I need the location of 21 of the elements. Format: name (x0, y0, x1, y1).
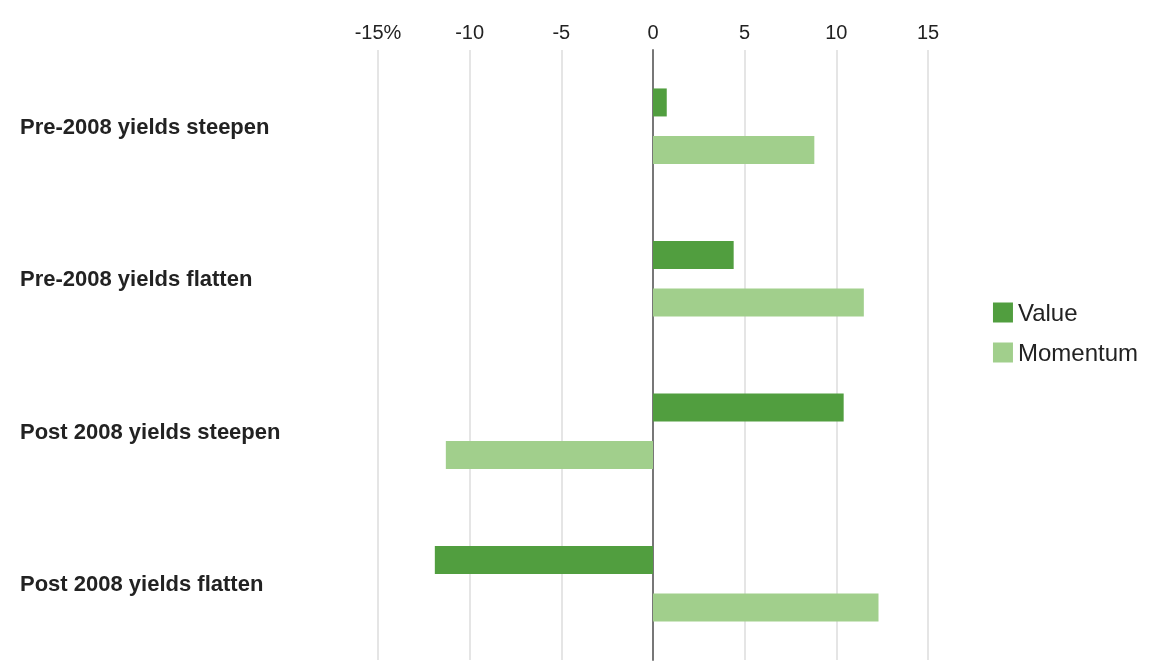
y-tick-label: Post 2008 yields flatten (20, 571, 264, 597)
legend-label: Value (1017, 299, 1078, 326)
legend-label: Momentum (1017, 339, 1139, 366)
x-tick-label: -5 (552, 21, 571, 43)
x-tick-label: -15% (354, 21, 402, 43)
bar (653, 240, 734, 269)
bar (434, 545, 653, 574)
bar (653, 88, 667, 117)
x-tick-label: 15 (916, 21, 940, 43)
bar (653, 136, 815, 165)
bar (653, 393, 844, 422)
bar (445, 441, 653, 470)
x-tick-label: 0 (647, 21, 659, 43)
y-tick-label: Post 2008 yields steepen (20, 418, 281, 444)
y-tick-label: Pre-2008 yields steepen (20, 113, 270, 139)
bar (653, 288, 864, 317)
y-tick-label: Pre-2008 yields flatten (20, 266, 253, 292)
x-tick-label: 10 (825, 21, 848, 43)
bar (653, 593, 879, 622)
x-tick-label: -10 (455, 21, 485, 43)
x-tick-label: 5 (739, 21, 751, 43)
